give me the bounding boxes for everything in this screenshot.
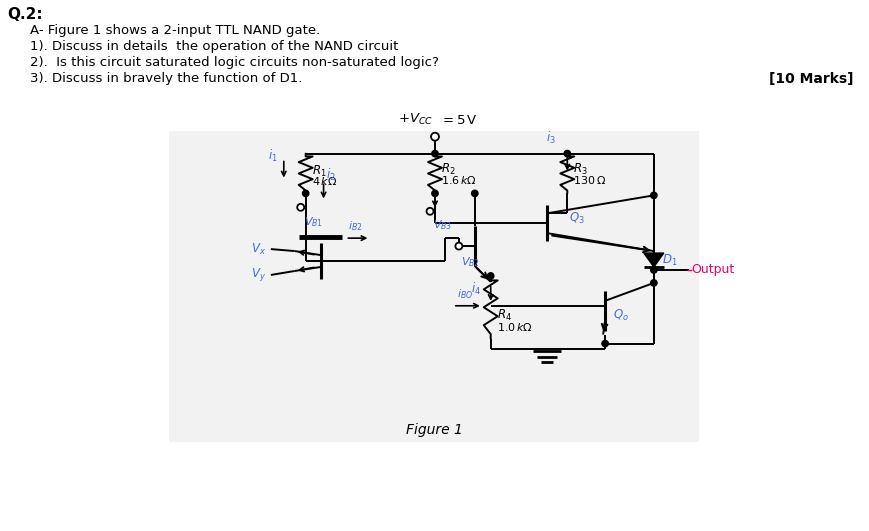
Text: $D_1$: $D_1$: [662, 252, 677, 268]
Text: $= 5\,\mathrm{V}$: $= 5\,\mathrm{V}$: [440, 114, 478, 127]
Text: $V_{B2}$: $V_{B2}$: [461, 255, 480, 269]
Text: $Q_o$: $Q_o$: [613, 308, 629, 323]
Text: $i_3$: $i_3$: [546, 130, 555, 145]
Text: $i_4$: $i_4$: [471, 281, 481, 297]
Text: $V_x$: $V_x$: [251, 242, 266, 256]
Text: 1). Discuss in details  the operation of the NAND circuit: 1). Discuss in details the operation of …: [30, 40, 399, 53]
Text: $1.0\,k\Omega$: $1.0\,k\Omega$: [497, 321, 533, 333]
Text: Output: Output: [692, 263, 735, 277]
Polygon shape: [644, 253, 664, 267]
Text: $4\,k\Omega$: $4\,k\Omega$: [312, 175, 337, 187]
Circle shape: [651, 192, 657, 199]
Circle shape: [602, 340, 608, 347]
Text: $+V_{CC}$: $+V_{CC}$: [398, 112, 433, 127]
Circle shape: [651, 267, 657, 273]
Text: $V_{B1}$: $V_{B1}$: [303, 215, 323, 229]
Text: A- Figure 1 shows a 2-input TTL NAND gate.: A- Figure 1 shows a 2-input TTL NAND gat…: [30, 24, 321, 37]
Circle shape: [432, 190, 438, 196]
Circle shape: [431, 133, 439, 141]
Text: $R_2$: $R_2$: [441, 162, 455, 177]
Text: $Q_3$: $Q_3$: [569, 211, 585, 226]
Text: 3). Discuss in bravely the function of D1.: 3). Discuss in bravely the function of D…: [30, 72, 302, 85]
FancyBboxPatch shape: [169, 131, 699, 442]
Circle shape: [651, 280, 657, 286]
Text: $V_{B3}$: $V_{B3}$: [433, 218, 452, 232]
Text: 2).  Is this circuit saturated logic circuits non-saturated logic?: 2). Is this circuit saturated logic circ…: [30, 56, 439, 69]
Text: $i_2$: $i_2$: [326, 166, 335, 183]
Text: $R_3$: $R_3$: [574, 162, 588, 177]
Text: $1.6\,k\Omega$: $1.6\,k\Omega$: [441, 175, 477, 186]
Circle shape: [488, 273, 494, 279]
Text: $i_1$: $i_1$: [268, 148, 278, 164]
Text: $i_{BO}$: $i_{BO}$: [457, 287, 473, 301]
Circle shape: [472, 190, 478, 196]
Circle shape: [427, 208, 434, 215]
Text: $130\,\Omega$: $130\,\Omega$: [574, 175, 607, 186]
Text: $V_y$: $V_y$: [251, 267, 266, 284]
Text: $i_{B2}$: $i_{B2}$: [348, 219, 363, 233]
Circle shape: [302, 190, 308, 196]
Circle shape: [564, 150, 570, 157]
Text: $R_1$: $R_1$: [312, 164, 326, 179]
Text: Q.2:: Q.2:: [7, 7, 43, 22]
Circle shape: [455, 243, 462, 250]
Text: Figure 1: Figure 1: [406, 423, 462, 437]
Text: [10 Marks]: [10 Marks]: [769, 72, 854, 86]
Circle shape: [432, 150, 438, 157]
Text: $R_4$: $R_4$: [497, 308, 512, 323]
Circle shape: [297, 204, 304, 211]
